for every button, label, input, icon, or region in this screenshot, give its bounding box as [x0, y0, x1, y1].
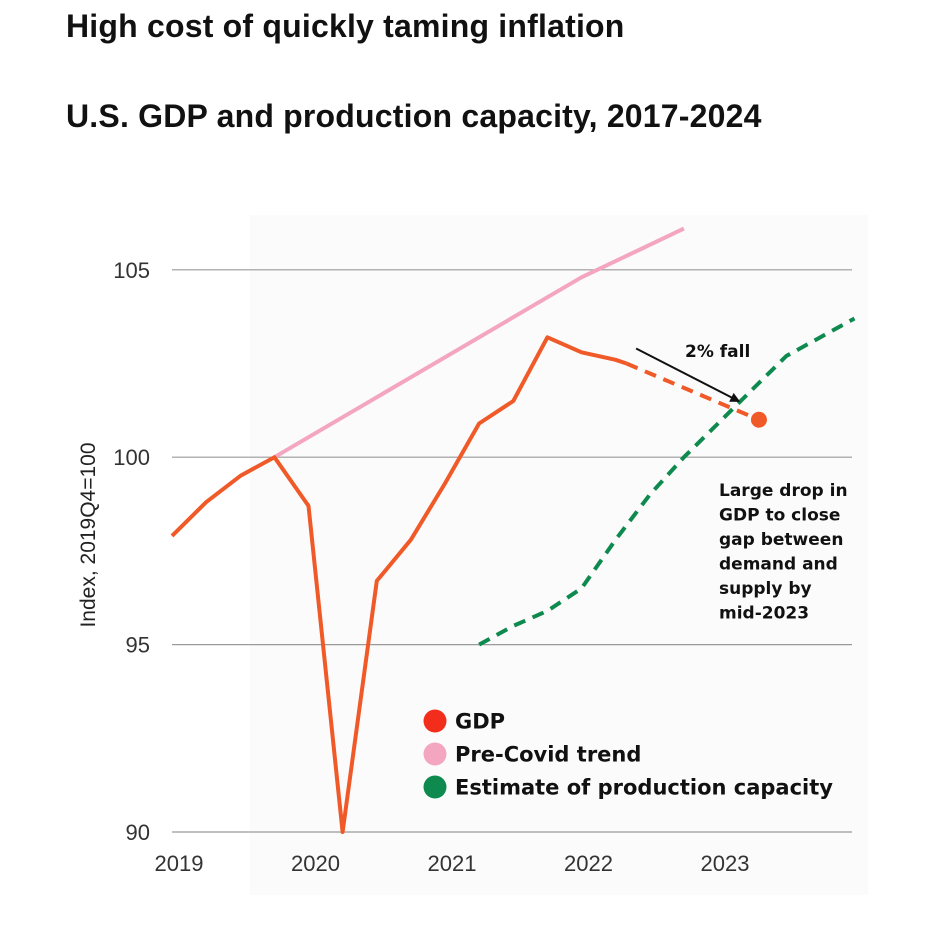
annotation-note-line: gap between: [719, 530, 843, 550]
legend: GDP Pre-Covid trend Estimate of production…: [423, 709, 833, 800]
gridlines: [172, 269, 852, 833]
y-tick-90: 90: [126, 820, 150, 845]
x-tick-2019: 2019: [155, 851, 204, 876]
y-tick-100: 100: [113, 445, 150, 470]
x-tick-2022: 2022: [564, 851, 613, 876]
legend-swatch-pre-covid-trend: [423, 742, 447, 766]
annotation-note-line: demand and: [719, 555, 838, 575]
legend-label: GDP: [455, 710, 505, 734]
y-axis-label: Index, 2019Q4=100: [77, 442, 100, 627]
annotation-note-line: GDP to close: [719, 506, 840, 526]
legend-swatch-gdp: [423, 709, 447, 733]
x-tick-2020: 2020: [291, 851, 340, 876]
legend-label: Estimate of production capacity: [455, 776, 833, 800]
legend-label: Pre-Covid trend: [455, 743, 641, 767]
marker-layer: [750, 411, 767, 428]
series-estimate-of-production-capacity: [478, 316, 856, 647]
annotation-note-line: mid-2023: [719, 604, 809, 624]
y-tick-labels: 90 95 100 105: [113, 258, 150, 845]
annotation-note-line: supply by: [719, 579, 812, 599]
y-tick-105: 105: [113, 258, 150, 283]
annotation-fall-label: 2% fall: [685, 342, 750, 362]
series-gdp: [170, 335, 628, 834]
x-tick-2023: 2023: [701, 851, 750, 876]
x-tick-2021: 2021: [428, 851, 477, 876]
series-lines: [170, 226, 856, 834]
series-gdp-projection: [625, 361, 760, 422]
page-subtitle: U.S. GDP and production capacity, 2017-2…: [66, 98, 762, 134]
legend-swatch-estimate-of-production-capacity: [423, 775, 447, 799]
y-tick-95: 95: [126, 633, 150, 658]
annotation-arrow: [635, 347, 741, 402]
page-title: High cost of quickly taming inflation: [66, 8, 625, 44]
annotation-note-line: Large drop in: [719, 481, 848, 501]
series-pre-covid-trend: [273, 226, 685, 459]
annotation-note: Large drop in GDP to close gap between dema…: [719, 481, 848, 624]
gdp-target-marker: [750, 411, 767, 428]
plot-background: [250, 215, 868, 895]
x-tick-labels: 2019 2020 2021 2022 2023: [155, 851, 750, 876]
